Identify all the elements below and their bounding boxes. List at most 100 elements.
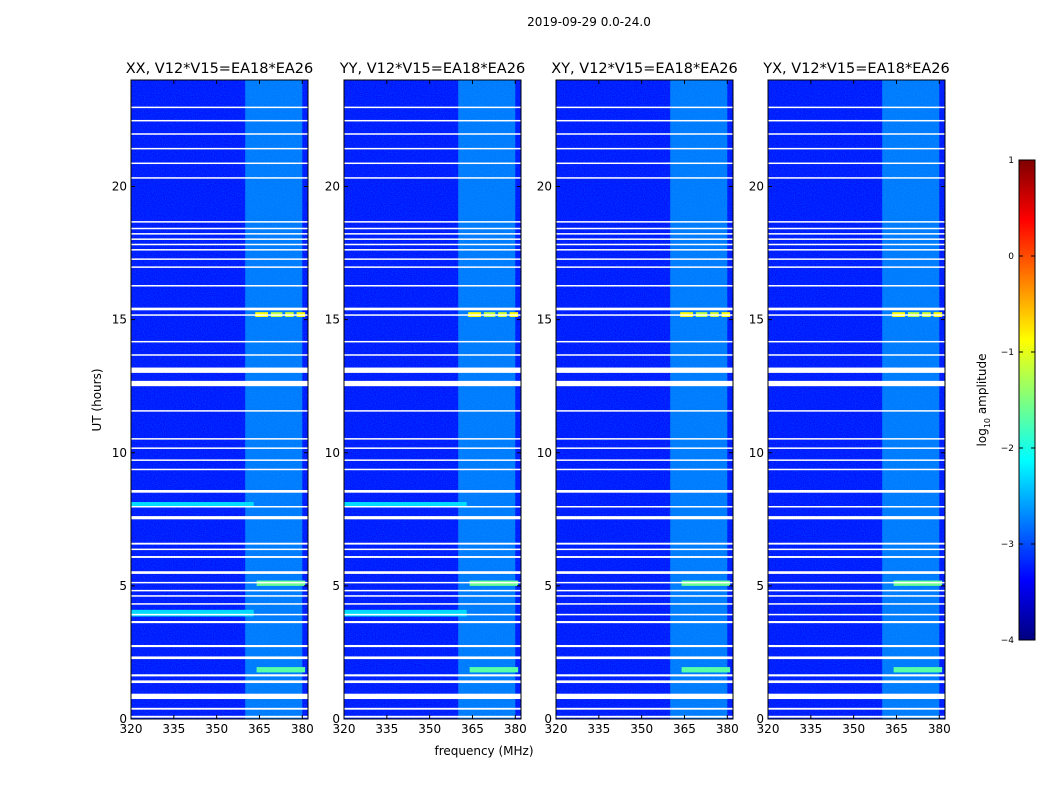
panel-1-flag-1	[344, 707, 521, 710]
panel-3-flag-15	[768, 548, 945, 551]
panel-0-flag-41	[131, 162, 308, 165]
panel-0-xtick-label-1: 335	[162, 722, 185, 736]
panel-3-flag-37	[768, 233, 945, 235]
panel-3-flag-43	[768, 133, 945, 135]
panel-2-flag-5	[556, 656, 733, 660]
panel-2-flag-15	[556, 548, 733, 551]
panel-2-flag-35	[556, 243, 733, 246]
panel-0-flag-23	[131, 438, 308, 440]
panel-1-flag-40	[344, 177, 521, 179]
panel-2-flag-40	[556, 177, 733, 179]
panel-2-flag-28	[556, 340, 733, 343]
panel-2-ytick-label-0: 0	[544, 712, 552, 726]
panel-1-flag-28	[344, 340, 521, 343]
panel-3-flag-35	[768, 243, 945, 246]
panel-2-flag-20	[556, 468, 733, 471]
panel-0-ytick-label-0: 0	[119, 712, 127, 726]
panel-3-flag-19	[768, 490, 945, 493]
panel-2-flag-7	[556, 621, 733, 624]
panel-2-flag-32	[556, 266, 733, 268]
panel-2-ytick-label-1: 5	[544, 579, 552, 593]
panel-0-flag-8	[131, 613, 308, 616]
panel-2: XY, V12*V15=EA18*EA26 320 335 350 365 380 0 5 10…	[537, 61, 739, 736]
panel-2-flag-24	[556, 410, 733, 412]
panel-1-feature-5	[344, 502, 467, 508]
panel-1-flag-17	[344, 516, 521, 520]
panel-2-xtick-label-4: 380	[716, 722, 739, 736]
panel-1-xtick-label-3: 365	[461, 722, 484, 736]
panel-2-flag-16	[556, 542, 733, 545]
panel-2-xtick-label-1: 335	[587, 722, 610, 736]
panel-0-flag-12	[131, 581, 308, 584]
panel-1-flag-35	[344, 243, 521, 246]
panel-0-xtick-label-0: 320	[120, 722, 143, 736]
panel-3-flag-16	[768, 542, 945, 545]
panel-3-flag-42	[768, 147, 945, 150]
panel-2-xtick-label-3: 365	[673, 722, 696, 736]
panel-0-ytick-label-2: 10	[112, 446, 127, 460]
panel-3-flag-13	[768, 571, 945, 574]
panel-1-ytick-label-3: 15	[325, 313, 340, 327]
panel-3-flag-38	[768, 227, 945, 230]
panel-2-flag-13	[556, 571, 733, 574]
panel-0-flag-9	[131, 603, 308, 605]
panel-0-title: XX, V12*V15=EA18*EA26	[126, 61, 314, 77]
panel-3-rfi-band	[882, 80, 940, 719]
panel-3-flag-39	[768, 221, 945, 223]
panel-3-flag-36	[768, 238, 945, 240]
panel-0-flag-7	[131, 621, 308, 624]
colorbar-gradient	[1018, 159, 1036, 641]
colorbar-tick-label-3: −2	[1001, 444, 1014, 454]
panel-1-flag-37	[344, 233, 521, 235]
panel-0-flag-13	[131, 571, 308, 574]
panel-1-flag-20	[344, 468, 521, 471]
panel-2-flag-11	[556, 589, 733, 592]
panel-1-flag-4	[344, 674, 521, 677]
panel-1-ytick-label-1: 5	[332, 579, 340, 593]
panel-1-flag-44	[344, 119, 521, 122]
panel-0-flag-4	[131, 674, 308, 677]
panel-1-flag-41	[344, 162, 521, 165]
panel-0-flag-30	[131, 307, 308, 311]
panel-2-flag-30	[556, 307, 733, 311]
panel-2-plot-area	[556, 80, 733, 719]
panel-0-xtick-label-2: 350	[205, 722, 228, 736]
panel-3-flag-20	[768, 468, 945, 471]
panel-1-flag-14	[344, 556, 521, 558]
panel-2-flag-33	[556, 258, 733, 260]
panel-2-flag-0	[556, 715, 733, 718]
panel-1-flag-39	[344, 221, 521, 223]
panel-3-flag-11	[768, 589, 945, 592]
panel-3-flag-22	[768, 447, 945, 449]
panel-3-ytick-label-1: 5	[756, 579, 764, 593]
panel-1-flag-6	[344, 644, 521, 648]
panel-3-flag-31	[768, 285, 945, 287]
panel-1-ytick-label-0: 0	[332, 712, 340, 726]
colorbar-tick-label-0: 1	[1008, 156, 1014, 166]
panel-0-flag-44	[131, 119, 308, 122]
panel-0-flag-3	[131, 680, 308, 684]
panel-0-flag-24	[131, 410, 308, 412]
panel-0-feature-5	[131, 502, 254, 508]
panel-2-title: XY, V12*V15=EA18*EA26	[551, 61, 737, 77]
panel-3-plot-area	[768, 80, 945, 719]
panel-2-flag-41	[556, 162, 733, 165]
panel-3-flag-27	[768, 354, 945, 356]
panel-3-flag-24	[768, 410, 945, 412]
panel-3-flag-23	[768, 438, 945, 440]
panel-3-flag-12	[768, 581, 945, 584]
panel-3-frame	[767, 79, 946, 720]
panel-0-flag-5	[131, 656, 308, 660]
panel-1-xtick-label-0: 320	[333, 722, 356, 736]
panel-3-flag-25	[768, 380, 945, 387]
panel-2-flag-12	[556, 581, 733, 584]
panel-1-xtick-label-2: 350	[418, 722, 441, 736]
panel-2-flag-44	[556, 119, 733, 122]
panel-1-flag-15	[344, 548, 521, 551]
panel-3-flag-44	[768, 119, 945, 122]
panel-1-flag-13	[344, 571, 521, 574]
panel-1-flag-30	[344, 307, 521, 311]
panel-3-flag-7	[768, 621, 945, 624]
panel-0-flag-20	[131, 468, 308, 471]
panel-2-flag-8	[556, 613, 733, 616]
